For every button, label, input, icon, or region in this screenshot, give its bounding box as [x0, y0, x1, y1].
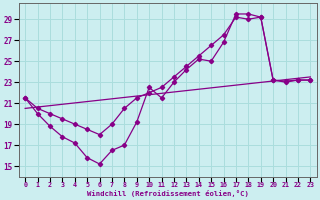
- X-axis label: Windchill (Refroidissement éolien,°C): Windchill (Refroidissement éolien,°C): [87, 190, 249, 197]
